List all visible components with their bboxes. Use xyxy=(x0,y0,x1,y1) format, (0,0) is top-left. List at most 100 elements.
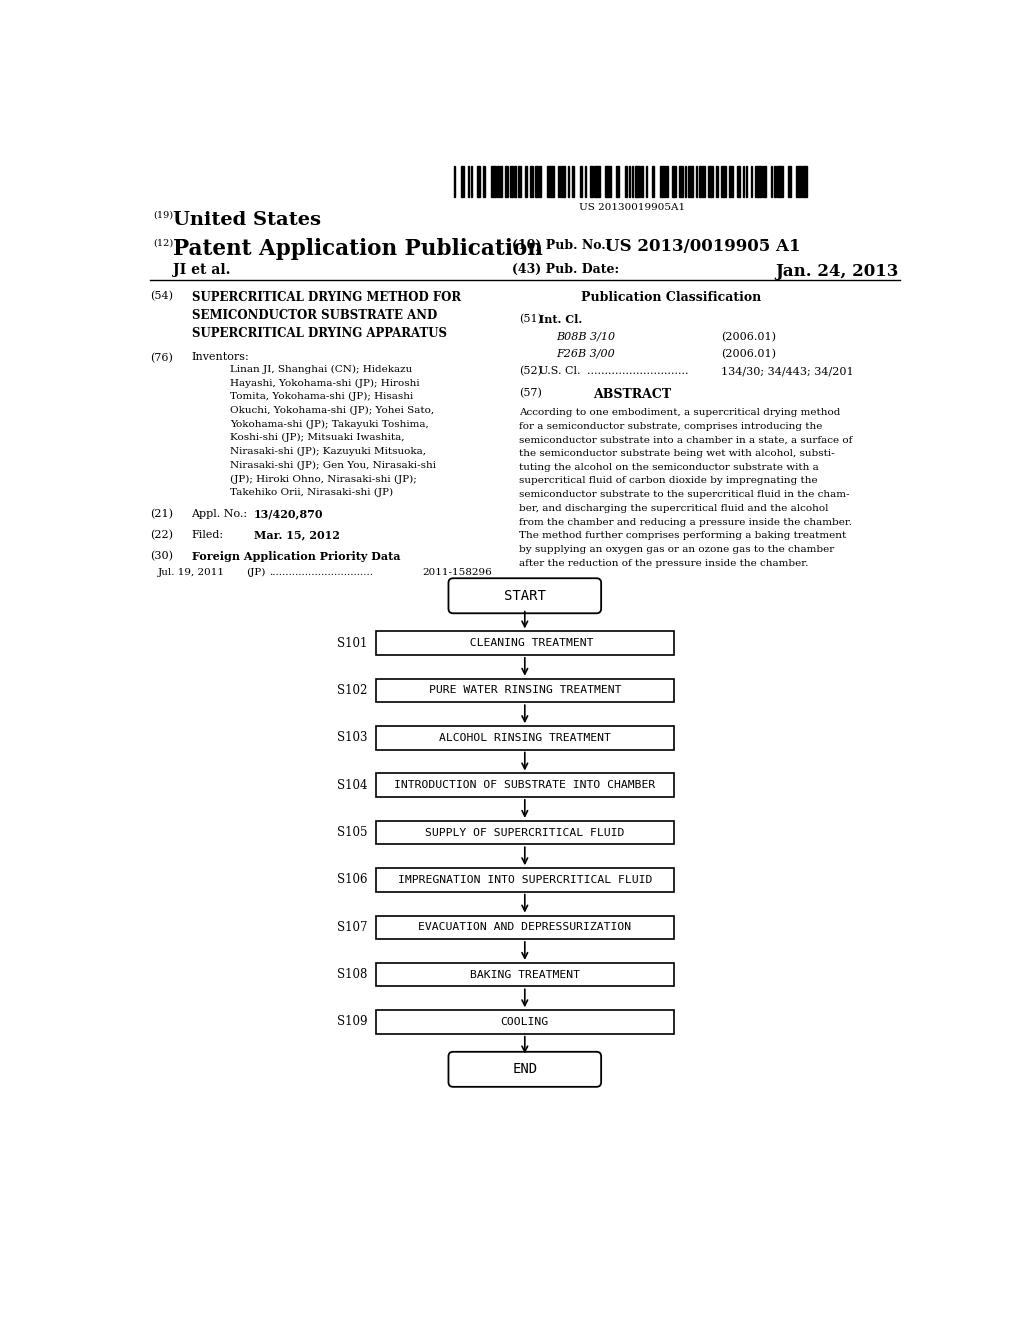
Bar xyxy=(492,166,496,197)
FancyBboxPatch shape xyxy=(449,1052,601,1086)
Bar xyxy=(581,166,582,197)
Text: (30): (30) xyxy=(150,552,173,561)
Text: SUPPLY OF SUPERCRITICAL FLUID: SUPPLY OF SUPERCRITICAL FLUID xyxy=(425,828,625,837)
Text: Mar. 15, 2012: Mar. 15, 2012 xyxy=(254,529,339,541)
Bar xyxy=(558,166,560,197)
Text: .............................: ............................. xyxy=(587,367,688,376)
Bar xyxy=(376,678,674,702)
Text: S105: S105 xyxy=(337,826,368,840)
Text: (2006.01): (2006.01) xyxy=(721,348,776,359)
Text: (19): (19) xyxy=(153,211,173,219)
Bar xyxy=(771,166,772,197)
Bar xyxy=(626,166,627,197)
Text: Jan. 24, 2013: Jan. 24, 2013 xyxy=(776,263,899,280)
Bar xyxy=(688,166,692,197)
Text: EVACUATION AND DEPRESSURIZATION: EVACUATION AND DEPRESSURIZATION xyxy=(418,923,632,932)
Text: B08B 3/10: B08B 3/10 xyxy=(556,331,615,342)
Text: (JP); Hiroki Ohno, Nirasaki-shi (JP);: (JP); Hiroki Ohno, Nirasaki-shi (JP); xyxy=(230,474,417,483)
Text: JI et al.: JI et al. xyxy=(173,263,230,277)
Text: the semiconductor substrate being wet with alcohol, substi-: the semiconductor substrate being wet wi… xyxy=(519,449,835,458)
Bar xyxy=(547,166,554,197)
Text: tuting the alcohol on the semiconductor substrate with a: tuting the alcohol on the semiconductor … xyxy=(519,463,819,471)
Bar xyxy=(641,166,643,197)
Text: F26B 3/00: F26B 3/00 xyxy=(556,348,614,359)
Bar xyxy=(505,166,508,197)
Text: U.S. Cl.: U.S. Cl. xyxy=(539,367,581,376)
Text: Koshi-shi (JP); Mitsuaki Iwashita,: Koshi-shi (JP); Mitsuaki Iwashita, xyxy=(230,433,404,442)
Text: According to one embodiment, a supercritical drying method: According to one embodiment, a supercrit… xyxy=(519,408,841,417)
Bar xyxy=(802,166,807,197)
Bar xyxy=(736,166,739,197)
Bar xyxy=(535,166,538,197)
Text: Publication Classification: Publication Classification xyxy=(582,290,762,304)
Bar xyxy=(729,166,733,197)
Text: COOLING: COOLING xyxy=(501,1016,549,1027)
Bar xyxy=(510,166,513,197)
Text: 134/30; 34/443; 34/201: 134/30; 34/443; 34/201 xyxy=(721,367,853,376)
Text: by supplying an oxygen gas or an ozone gas to the chamber: by supplying an oxygen gas or an ozone g… xyxy=(519,545,835,554)
Text: (12): (12) xyxy=(153,239,173,247)
Text: Tomita, Yokohama-shi (JP); Hisashi: Tomita, Yokohama-shi (JP); Hisashi xyxy=(230,392,414,401)
Text: Okuchi, Yokohama-shi (JP); Yohei Sato,: Okuchi, Yokohama-shi (JP); Yohei Sato, xyxy=(230,405,434,414)
Bar xyxy=(471,166,472,197)
Text: END: END xyxy=(512,1063,538,1076)
Bar xyxy=(685,166,686,197)
Bar xyxy=(774,166,775,197)
Bar xyxy=(716,166,718,197)
Bar xyxy=(376,821,674,845)
Bar xyxy=(525,166,527,197)
Text: ALCOHOL RINSING TREATMENT: ALCOHOL RINSING TREATMENT xyxy=(439,733,610,743)
Bar xyxy=(696,166,697,197)
Text: S107: S107 xyxy=(337,921,368,933)
Bar xyxy=(468,166,469,197)
Text: (76): (76) xyxy=(150,352,173,363)
Text: Patent Application Publication: Patent Application Publication xyxy=(173,239,543,260)
Bar xyxy=(763,166,766,197)
Bar xyxy=(756,166,762,197)
Text: S106: S106 xyxy=(337,874,368,887)
Bar xyxy=(777,166,783,197)
Text: (43) Pub. Date:: (43) Pub. Date: xyxy=(512,263,618,276)
Text: (52): (52) xyxy=(519,367,543,376)
Bar xyxy=(646,166,647,197)
Bar xyxy=(567,166,569,197)
Text: S109: S109 xyxy=(337,1015,368,1028)
Bar xyxy=(462,166,465,197)
Text: 2011-158296: 2011-158296 xyxy=(423,568,493,577)
Text: Nirasaki-shi (JP); Kazuyuki Mitsuoka,: Nirasaki-shi (JP); Kazuyuki Mitsuoka, xyxy=(230,447,426,457)
Text: Takehiko Orii, Nirasaki-shi (JP): Takehiko Orii, Nirasaki-shi (JP) xyxy=(230,488,393,498)
Bar xyxy=(742,166,744,197)
Bar xyxy=(376,774,674,797)
Bar xyxy=(652,166,653,197)
Bar xyxy=(590,166,593,197)
Bar xyxy=(477,166,480,197)
Bar xyxy=(514,166,516,197)
Bar xyxy=(616,166,620,197)
Bar xyxy=(788,166,792,197)
Bar xyxy=(501,166,502,197)
Text: S104: S104 xyxy=(337,779,368,792)
Text: S108: S108 xyxy=(338,968,368,981)
Bar xyxy=(572,166,573,197)
Text: Filed:: Filed: xyxy=(191,529,223,540)
Text: Int. Cl.: Int. Cl. xyxy=(539,314,582,325)
Bar xyxy=(561,166,564,197)
Text: Jul. 19, 2011: Jul. 19, 2011 xyxy=(158,568,224,577)
Text: (51): (51) xyxy=(519,314,543,325)
Bar xyxy=(483,166,484,197)
Bar xyxy=(629,166,630,197)
Text: for a semiconductor substrate, comprises introducing the: for a semiconductor substrate, comprises… xyxy=(519,421,822,430)
Text: ber, and discharging the supercritical fluid and the alcohol: ber, and discharging the supercritical f… xyxy=(519,504,828,513)
Text: supercritical fluid of carbon dioxide by impregnating the: supercritical fluid of carbon dioxide by… xyxy=(519,477,818,486)
Bar xyxy=(585,166,587,197)
Bar xyxy=(530,166,534,197)
Bar xyxy=(751,166,753,197)
Bar xyxy=(796,166,801,197)
Text: (54): (54) xyxy=(150,290,173,301)
Bar xyxy=(635,166,640,197)
Bar xyxy=(673,166,676,197)
Text: US 20130019905A1: US 20130019905A1 xyxy=(579,203,685,213)
Text: (2006.01): (2006.01) xyxy=(721,331,776,342)
Bar xyxy=(594,166,600,197)
Text: The method further comprises performing a baking treatment: The method further comprises performing … xyxy=(519,531,847,540)
